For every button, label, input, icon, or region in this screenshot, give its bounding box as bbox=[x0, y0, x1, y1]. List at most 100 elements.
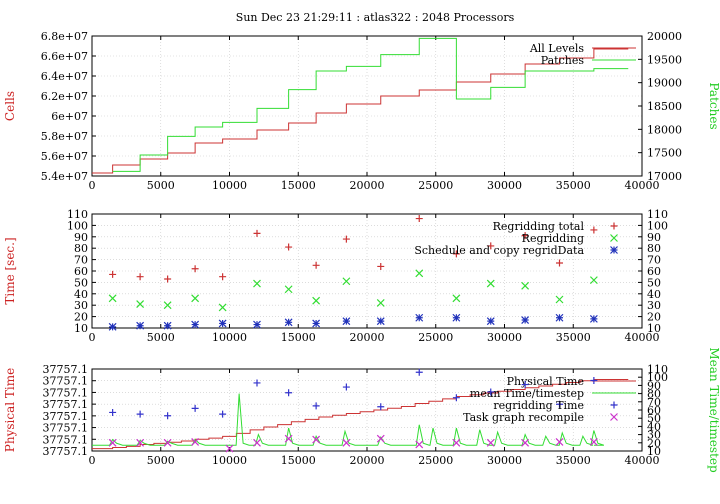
data-point bbox=[486, 317, 495, 326]
x-tick-label: 0 bbox=[89, 179, 96, 192]
data-point bbox=[589, 314, 598, 323]
y-tick-label: 37757.1 bbox=[43, 386, 89, 399]
y2-tick-label: 110 bbox=[647, 208, 668, 221]
series-regridding bbox=[108, 269, 598, 312]
series-task-graph-recompile bbox=[108, 434, 598, 453]
data-point bbox=[312, 261, 320, 269]
data-point bbox=[253, 379, 261, 387]
y2-tick-label: 20 bbox=[647, 311, 661, 324]
data-point bbox=[191, 294, 200, 303]
y-tick-label: 30 bbox=[74, 299, 88, 312]
y2-tick-label: 30 bbox=[647, 299, 661, 312]
y-tick-label: 5.8e+07 bbox=[41, 130, 88, 143]
data-point bbox=[415, 269, 424, 278]
data-point bbox=[163, 321, 172, 330]
data-point bbox=[163, 301, 172, 310]
y-tick-label: 110 bbox=[67, 208, 88, 221]
data-point bbox=[589, 276, 598, 285]
series-line bbox=[92, 393, 605, 446]
legend-marker bbox=[610, 413, 618, 421]
x-tick-label: 5000 bbox=[147, 179, 175, 192]
data-point bbox=[415, 215, 423, 223]
data-point bbox=[191, 265, 199, 273]
x-tick-label: 5000 bbox=[147, 331, 175, 344]
data-point bbox=[521, 232, 529, 240]
x-tick-label: 25000 bbox=[418, 331, 453, 344]
data-point bbox=[136, 438, 145, 447]
y-tick-label: 90 bbox=[74, 231, 88, 244]
y2-tick-label: 60 bbox=[647, 265, 661, 278]
data-point bbox=[219, 273, 227, 281]
y2-tick-label: 100 bbox=[647, 371, 668, 384]
data-point bbox=[590, 376, 598, 384]
legend-marker bbox=[610, 234, 618, 242]
data-point bbox=[452, 294, 461, 303]
y2-tick-label: 19000 bbox=[647, 77, 682, 90]
data-point bbox=[164, 275, 172, 283]
data-point bbox=[342, 383, 350, 391]
x-tick-label: 30000 bbox=[487, 454, 522, 467]
y-axis-label: Physical Time bbox=[3, 368, 17, 452]
data-point bbox=[253, 229, 261, 237]
legend-label: Schedule and copy regridData bbox=[414, 244, 584, 257]
y2-tick-label: 17000 bbox=[647, 170, 682, 183]
x-tick-label: 15000 bbox=[281, 454, 316, 467]
y2-tick-label: 20 bbox=[647, 437, 661, 450]
data-point bbox=[253, 320, 261, 329]
y-tick-label: 60 bbox=[74, 265, 88, 278]
data-point bbox=[452, 313, 461, 322]
data-point bbox=[555, 295, 564, 304]
data-point bbox=[376, 434, 385, 443]
y-axis-label: Cells bbox=[3, 91, 17, 121]
y2-tick-label: 110 bbox=[647, 363, 668, 376]
x-tick-label: 35000 bbox=[556, 331, 591, 344]
x-tick-label: 15000 bbox=[281, 179, 316, 192]
data-point bbox=[136, 321, 145, 330]
data-point bbox=[191, 438, 200, 446]
y-tick-label: 40 bbox=[74, 288, 88, 301]
data-point bbox=[312, 435, 321, 444]
data-point bbox=[225, 444, 234, 453]
data-point bbox=[452, 250, 460, 258]
series-physical-time bbox=[92, 379, 629, 450]
data-point bbox=[342, 317, 351, 326]
legend-label: All Levels bbox=[529, 42, 585, 55]
data-point bbox=[285, 389, 293, 397]
y2-tick-label: 20000 bbox=[647, 30, 682, 43]
series-line bbox=[112, 37, 629, 172]
y-tick-label: 6.2e+07 bbox=[41, 90, 88, 103]
data-point bbox=[377, 262, 385, 270]
y-tick-label: 50 bbox=[74, 276, 88, 289]
x-tick-label: 35000 bbox=[556, 179, 591, 192]
y2-tick-label: 80 bbox=[647, 242, 661, 255]
y-tick-label: 37757.1 bbox=[43, 363, 89, 376]
data-point bbox=[218, 319, 227, 328]
legend-label: Regridding bbox=[522, 232, 584, 245]
data-point bbox=[342, 438, 351, 447]
y-tick-label: 6.8e+07 bbox=[41, 30, 88, 43]
legend-marker bbox=[610, 401, 618, 409]
y-tick-label: 20 bbox=[74, 311, 88, 324]
y-tick-label: 37757.1 bbox=[43, 433, 89, 446]
series-line bbox=[92, 379, 629, 450]
y-tick-label: 70 bbox=[74, 254, 88, 267]
series-mean-time-timestep bbox=[92, 393, 605, 446]
data-point bbox=[590, 226, 598, 234]
plot-frame bbox=[91, 368, 643, 452]
data-point bbox=[452, 394, 460, 402]
legend-label: mean Time/timestep bbox=[470, 387, 584, 400]
data-point bbox=[191, 404, 199, 412]
data-point bbox=[284, 434, 293, 443]
data-point bbox=[109, 270, 117, 278]
y-tick-label: 6.6e+07 bbox=[41, 50, 88, 63]
data-point bbox=[521, 281, 530, 290]
data-point bbox=[487, 242, 495, 250]
y2-tick-label: 50 bbox=[647, 412, 661, 425]
y-tick-label: 10 bbox=[74, 322, 88, 335]
data-point bbox=[521, 381, 529, 389]
y2-tick-label: 18500 bbox=[647, 100, 682, 113]
y2-tick-label: 18000 bbox=[647, 123, 682, 136]
data-point bbox=[312, 296, 321, 305]
series-patches bbox=[112, 37, 629, 172]
